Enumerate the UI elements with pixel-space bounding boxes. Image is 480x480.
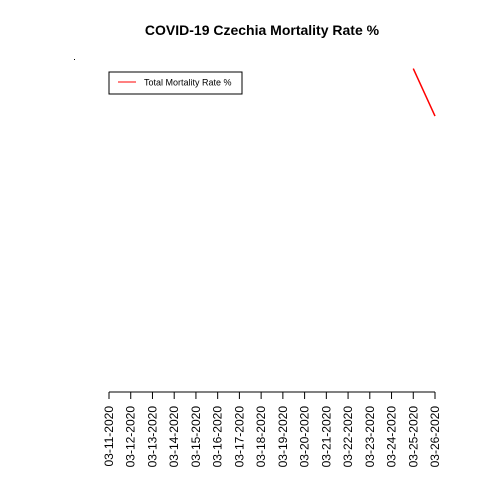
- x-tick-label: 03-22-2020: [341, 406, 355, 468]
- series-line-0: [412, 68, 436, 117]
- x-tick-label: 03-26-2020: [428, 406, 442, 468]
- x-tick-label: 03-15-2020: [189, 406, 203, 468]
- legend-label: Total Mortality Rate %: [144, 78, 232, 88]
- plot-dot: [74, 59, 75, 60]
- plot-area: [74, 59, 436, 117]
- x-tick-label: 03-19-2020: [276, 406, 290, 468]
- x-tick-label: 03-25-2020: [406, 406, 420, 468]
- x-tick-label: 03-24-2020: [385, 406, 399, 468]
- x-tick-label: 03-12-2020: [124, 406, 138, 468]
- x-tick-label: 03-21-2020: [319, 406, 333, 468]
- x-tick-label: 03-11-2020: [102, 406, 116, 467]
- x-axis: 03-11-2020 03-12-2020 03-13-2020 03-14-2020…: [102, 391, 442, 468]
- x-tick-label: 03-16-2020: [211, 406, 225, 468]
- x-tick-label: 03-13-2020: [145, 406, 159, 468]
- x-tick-label: 03-14-2020: [167, 406, 181, 468]
- x-tick-label: 03-20-2020: [298, 406, 312, 468]
- legend: Total Mortality Rate %: [108, 71, 243, 95]
- x-tick-label: 03-23-2020: [363, 406, 377, 468]
- chart-title: COVID-19 Czechia Mortality Rate %: [145, 22, 380, 38]
- legend-box: [108, 71, 243, 95]
- x-tick-label: 03-18-2020: [254, 406, 268, 468]
- x-tick-label: 03-17-2020: [232, 406, 246, 468]
